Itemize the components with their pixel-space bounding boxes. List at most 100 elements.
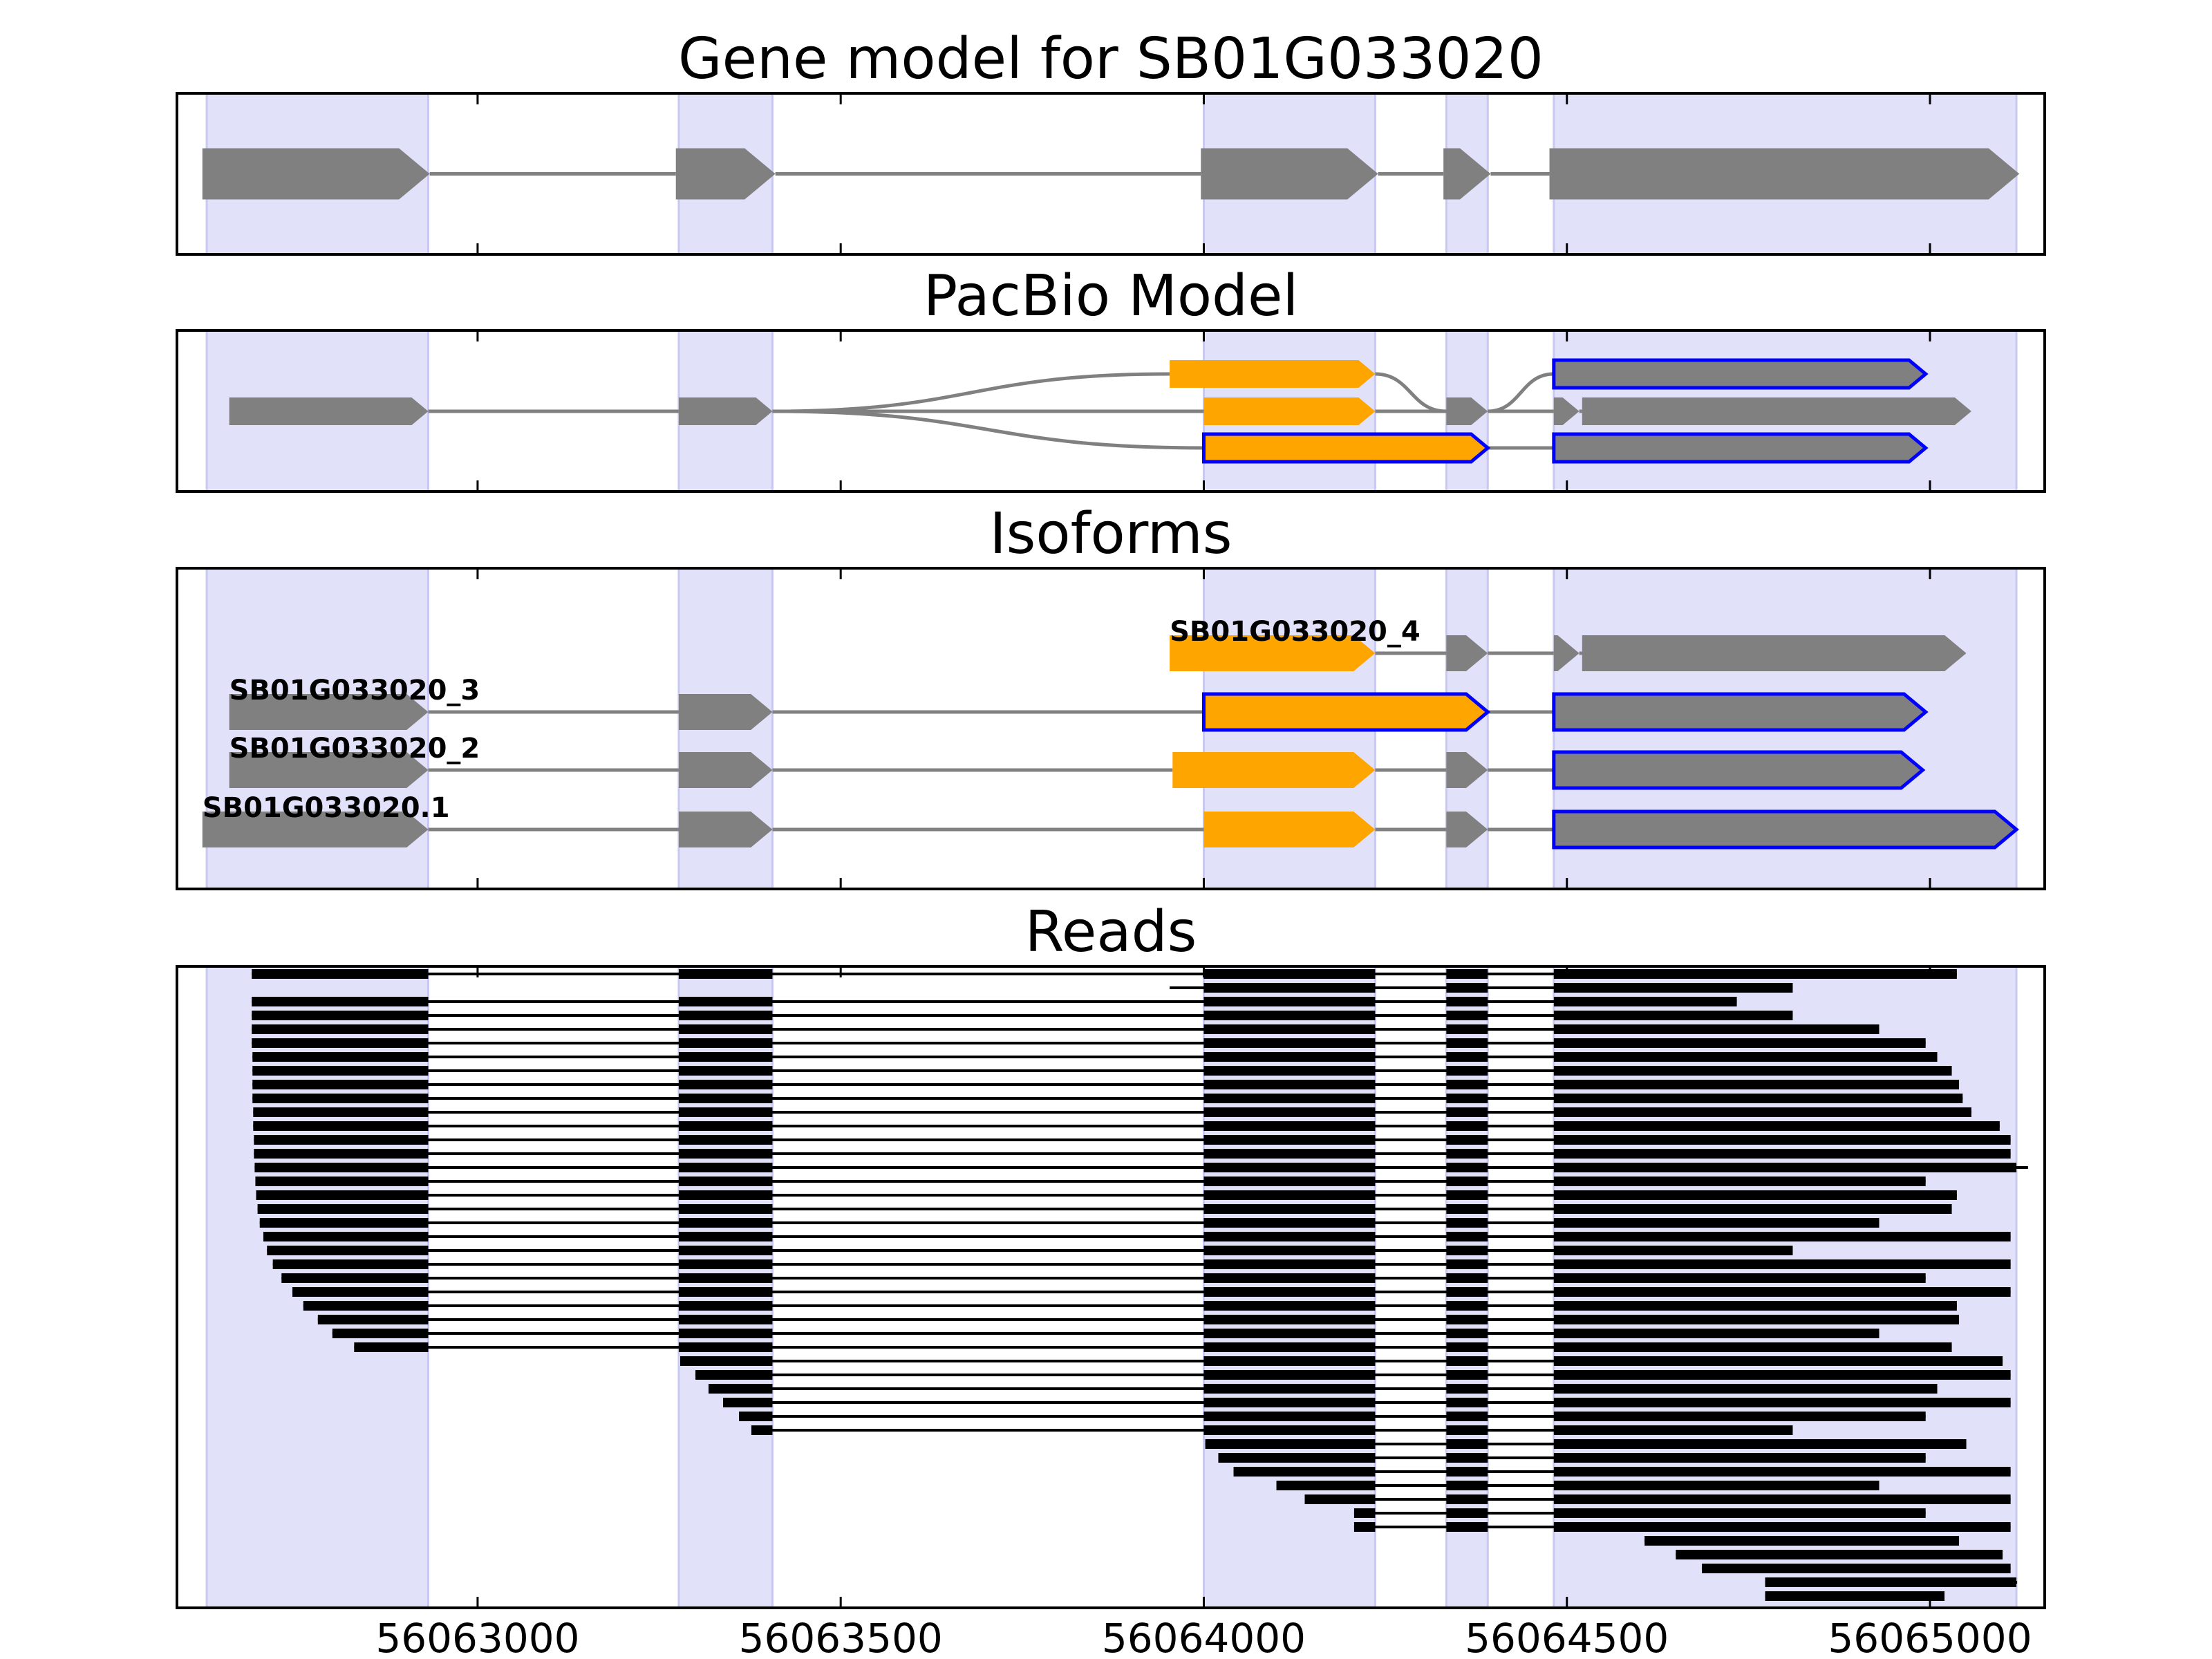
- read-exon-block: [255, 1177, 429, 1186]
- read-exon-block: [1446, 1467, 1488, 1477]
- read-exon-block: [678, 1287, 773, 1297]
- read-exon-block: [678, 1163, 773, 1172]
- read-exon-block: [1218, 1453, 1376, 1463]
- read-exon-block: [267, 1246, 429, 1255]
- read-exon-block: [252, 1080, 429, 1089]
- read-exon-block: [1203, 1246, 1376, 1255]
- read-exon-block: [1446, 1038, 1488, 1048]
- read-exon-block: [1446, 1052, 1488, 1062]
- read-exon-block: [1553, 983, 1793, 993]
- read-exon-block: [1446, 1522, 1488, 1532]
- read-exon-block: [252, 1038, 429, 1048]
- read-exon-block: [1203, 1052, 1376, 1062]
- read-exon-block: [1276, 1481, 1376, 1490]
- exon-block: [1170, 360, 1376, 388]
- read-exon-block: [1553, 997, 1737, 1006]
- read-exon-block: [678, 1190, 773, 1200]
- read-exon-block: [1203, 1135, 1376, 1145]
- read-exon-block: [723, 1398, 773, 1407]
- read-exon-block: [1765, 1591, 1945, 1601]
- exon-block: [1582, 635, 1967, 671]
- read-exon-block: [1446, 1398, 1488, 1407]
- exon-block: [1553, 397, 1580, 425]
- exon-block: [678, 812, 773, 847]
- read-exon-block: [1553, 1315, 1960, 1324]
- read-exon-block: [1553, 1232, 2011, 1241]
- read-exon-block: [1446, 1232, 1488, 1241]
- read-exon-block: [1446, 1425, 1488, 1435]
- read-exon-block: [1203, 1356, 1376, 1366]
- read-exon-block: [1203, 1273, 1376, 1283]
- exon-block: [678, 397, 773, 425]
- read-exon-block: [678, 1080, 773, 1089]
- read-exon-block: [1353, 1508, 1376, 1518]
- exon-block: [202, 812, 429, 847]
- read-exon-block: [1553, 1329, 1880, 1338]
- panel-frame: [176, 92, 2046, 256]
- read-exon-block: [1553, 1011, 1793, 1020]
- read-exon-block: [1446, 1412, 1488, 1421]
- read-exon-block: [1203, 1412, 1376, 1421]
- read-exon-block: [1203, 1163, 1376, 1172]
- read-exon-block: [1446, 1246, 1488, 1255]
- exon-block: [1446, 635, 1488, 671]
- read-exon-block: [678, 1329, 773, 1338]
- read-exon-block: [1203, 1107, 1376, 1117]
- read-exon-block: [1553, 1135, 2011, 1145]
- read-exon-block: [1233, 1467, 1376, 1477]
- read-exon-block: [739, 1412, 773, 1421]
- read-exon-block: [1203, 1315, 1376, 1324]
- exon-block: [1446, 397, 1488, 425]
- read-exon-block: [1203, 1218, 1376, 1228]
- read-exon-block: [253, 1121, 429, 1131]
- read-exon-block: [263, 1232, 429, 1241]
- read-exon-block: [1446, 1453, 1488, 1463]
- read-exon-block: [252, 1094, 429, 1103]
- read-exon-block: [1446, 1315, 1488, 1324]
- read-exon-block: [1203, 1177, 1376, 1186]
- read-exon-block: [1553, 1522, 2011, 1532]
- read-exon-block: [1446, 1329, 1488, 1338]
- read-exon-block: [1203, 1024, 1376, 1034]
- isoform-label: SB01G033020_4: [1170, 616, 1421, 648]
- read-exon-block: [1446, 1508, 1488, 1518]
- exon-block: [1549, 148, 2020, 200]
- read-exon-block: [1203, 1425, 1376, 1435]
- read-exon-block: [256, 1190, 429, 1200]
- read-exon-block: [678, 1038, 773, 1048]
- panel-title: Gene model for SB01G033020: [678, 26, 1544, 92]
- read-exon-block: [1203, 1038, 1376, 1048]
- intron-line: [772, 409, 1204, 450]
- read-exon-block: [678, 1315, 773, 1324]
- read-exon-block: [678, 1218, 773, 1228]
- read-exon-block: [1203, 1232, 1376, 1241]
- isoform-label: SB01G033020.1: [203, 792, 450, 824]
- read-exon-block: [1446, 1080, 1488, 1089]
- panel-title: Isoforms: [990, 501, 1232, 567]
- x-tick-label: 56064000: [1102, 1615, 1306, 1659]
- read-exon-block: [1353, 1522, 1376, 1532]
- read-exon-block: [1553, 1259, 2011, 1269]
- read-exon-block: [272, 1259, 429, 1269]
- read-exon-block: [1553, 1467, 2011, 1477]
- read-exon-block: [678, 1024, 773, 1034]
- read-exon-block: [678, 1066, 773, 1076]
- read-exon-block: [1446, 983, 1488, 993]
- read-exon-block: [1446, 1287, 1488, 1297]
- read-exon-block: [1553, 1218, 1880, 1228]
- read-exon-block: [252, 1052, 429, 1062]
- read-exon-block: [1304, 1494, 1376, 1504]
- read-exon-block: [678, 1135, 773, 1145]
- read-exon-block: [678, 1094, 773, 1103]
- read-exon-block: [678, 1177, 773, 1186]
- exon-block: [1201, 148, 1378, 200]
- read-exon-block: [678, 997, 773, 1006]
- exon-block: [1552, 750, 1926, 790]
- read-exon-block: [1446, 1121, 1488, 1131]
- read-exon-block: [1203, 1287, 1376, 1297]
- read-exon-block: [1446, 997, 1488, 1006]
- read-exon-block: [1553, 969, 1957, 979]
- read-exon-block: [259, 1218, 429, 1228]
- read-exon-block: [1446, 1135, 1488, 1145]
- panel-title: Reads: [1025, 899, 1197, 965]
